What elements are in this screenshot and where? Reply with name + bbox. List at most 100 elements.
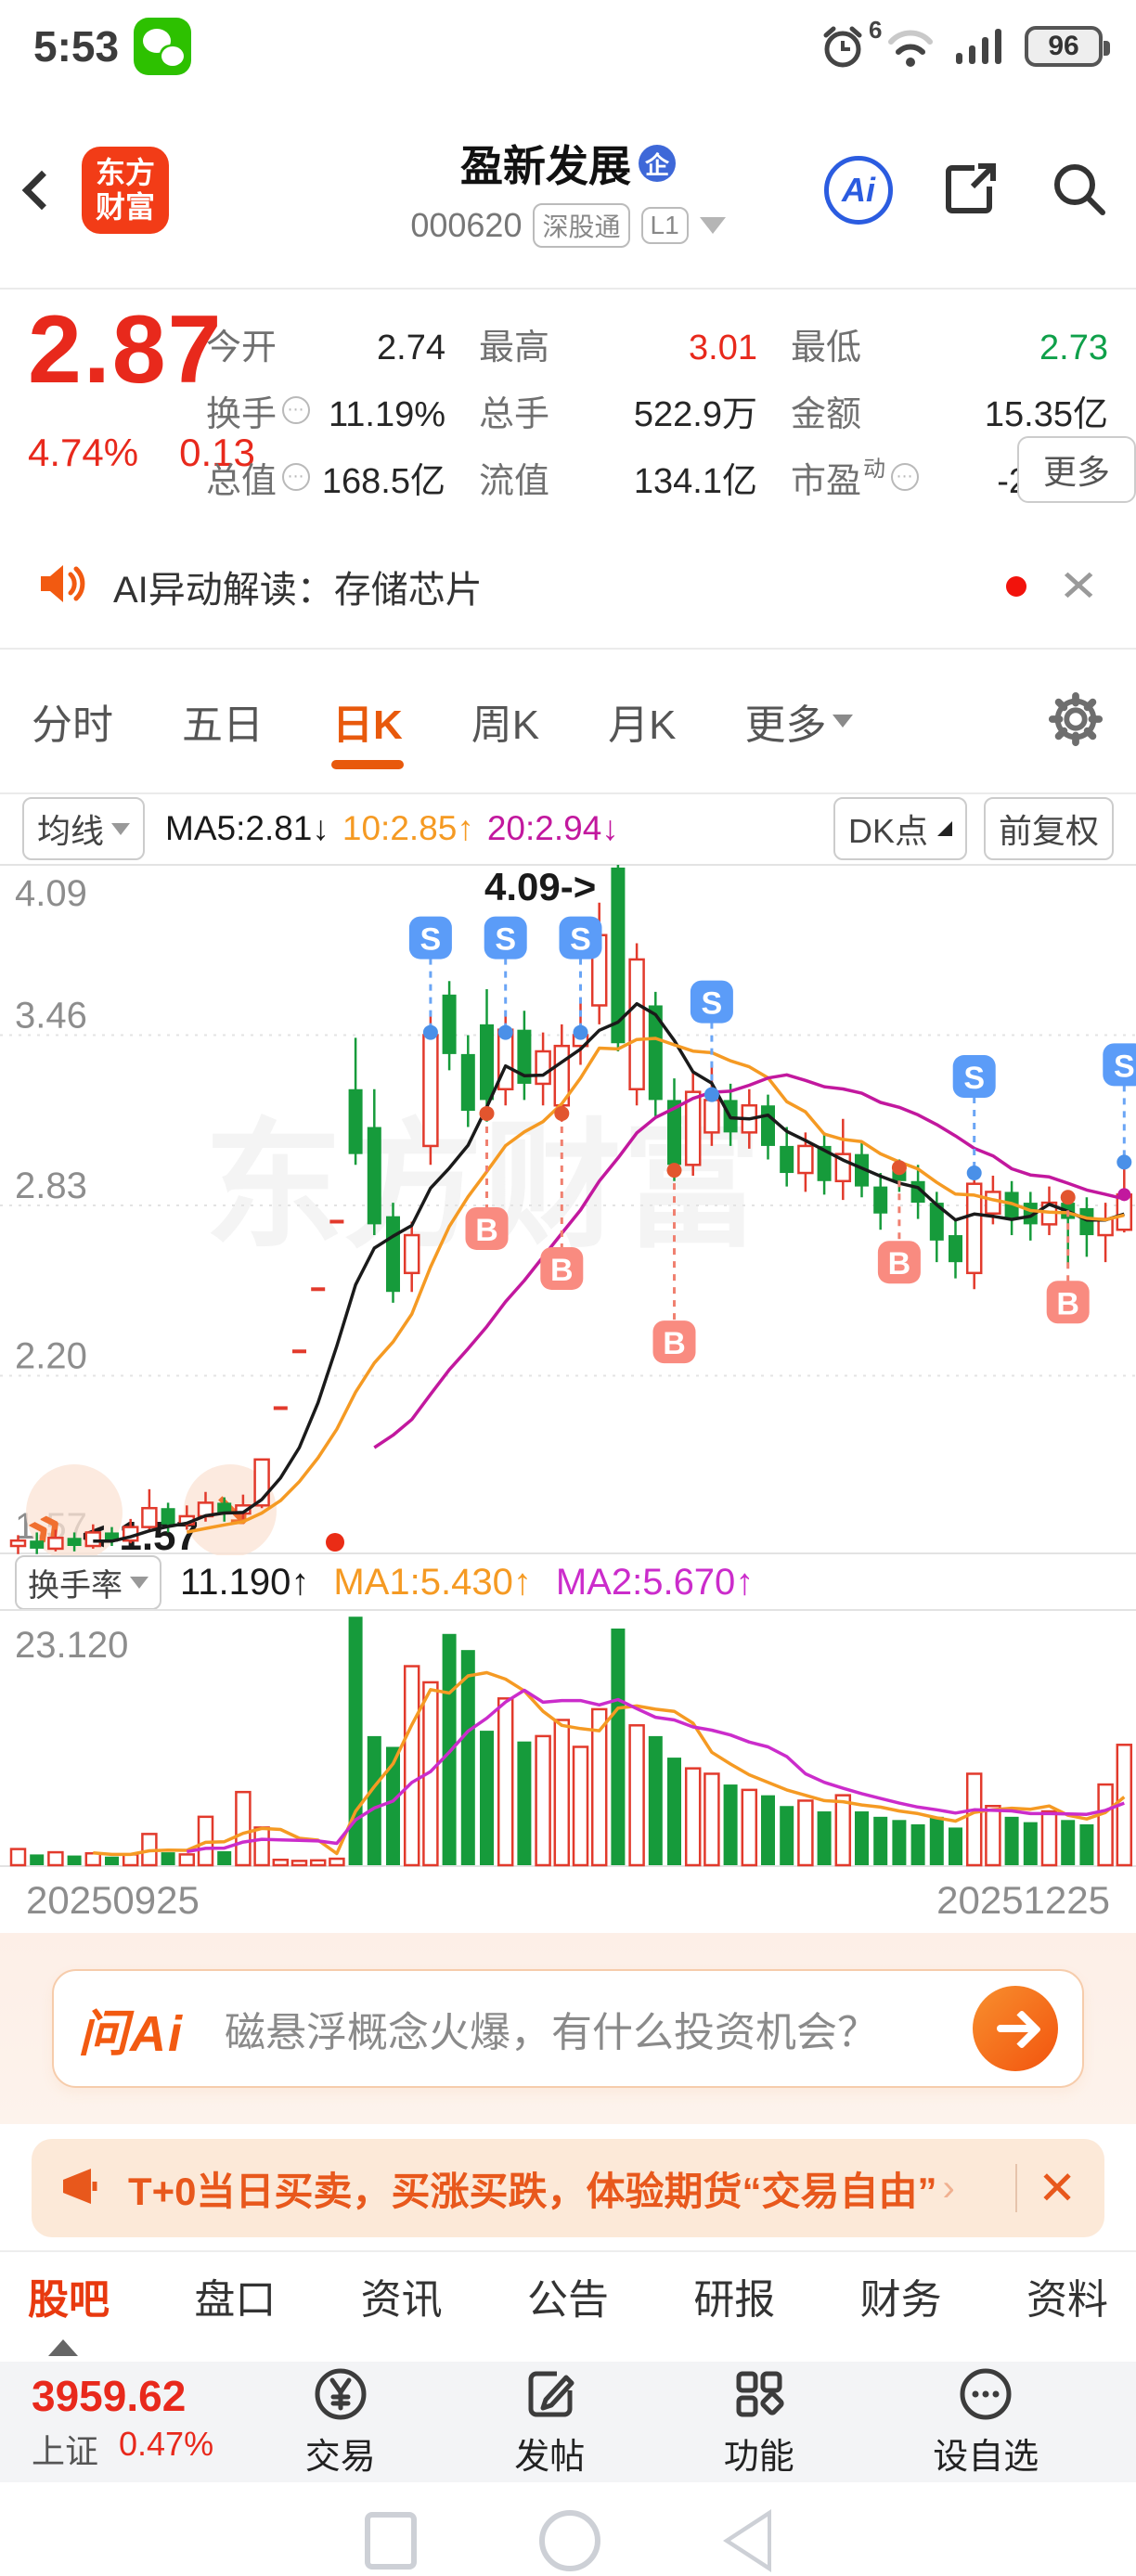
svg-text:S: S <box>495 922 516 958</box>
ask-ai-card[interactable]: 问Ai 磁悬浮概念火爆，有什么投资机会？ <box>52 1969 1084 2088</box>
stat-最低: 最低 2.73 <box>791 328 1108 367</box>
stat-金额: 金额 15.35亿 <box>791 394 1108 434</box>
svg-text:S: S <box>963 1061 985 1096</box>
svg-text:2.20: 2.20 <box>15 1336 87 1377</box>
close-icon[interactable]: ✕ <box>1058 561 1099 611</box>
chevron-down-icon[interactable] <box>699 217 726 234</box>
enterprise-badge: 企 <box>639 145 676 182</box>
header: 东方 财富 盈新发展 企 000620 深股通 L1 Ai <box>0 93 1136 290</box>
tab-周K[interactable]: 周K <box>471 702 540 748</box>
index-percent: 0.47% <box>119 2425 214 2463</box>
index-value: 3959.62 <box>32 2372 187 2420</box>
svg-text:4.09->: 4.09-> <box>484 865 596 908</box>
features-button[interactable]: 功能 <box>724 2366 794 2479</box>
promo-banner[interactable]: T+0当日买卖，买涨买跌，体验期货“交易自由” › ✕ <box>32 2139 1104 2237</box>
ai-insight-text: AI异动解读：存储芯片 <box>113 569 483 611</box>
last-price: 2.87 <box>28 296 224 404</box>
svg-text:23.120: 23.120 <box>15 1625 128 1666</box>
vol-ma1-value: MA1:5.430↑ <box>333 1561 532 1603</box>
volume-indicator-bar: 换手率 11.190↑ MA1:5.430↑ MA2:5.670↑ <box>0 1554 1136 1610</box>
info-icon: ⋯ <box>282 463 311 491</box>
ai-insight-bar[interactable]: AI异动解读：存储芯片 ✕ <box>0 524 1136 650</box>
index-expand-arrow[interactable] <box>48 2339 78 2356</box>
speaker-icon <box>37 560 89 612</box>
date-start: 20250925 <box>26 1878 200 1922</box>
price-panel: 2.87 4.74% 0.13 今开 2.74 最高 3.01 最低 2.73 换手 ⋯ 11.1… <box>0 290 1136 524</box>
alarm-icon <box>819 22 867 71</box>
stat-今开: 今开 2.74 <box>206 328 445 367</box>
signal-icon <box>954 25 1008 68</box>
tab-月K[interactable]: 月K <box>608 702 677 748</box>
home-icon[interactable] <box>539 2510 600 2571</box>
post-button[interactable]: 发帖 <box>514 2366 585 2479</box>
section-tab-资料[interactable]: 资料 <box>1026 2277 1108 2323</box>
chevron-right-icon: › <box>942 2167 955 2209</box>
back-nav-icon[interactable] <box>723 2509 771 2572</box>
add-watchlist-button[interactable]: 设自选 <box>933 2366 1039 2479</box>
stat-总值: 总值 ⋯ 168.5亿 <box>206 461 445 501</box>
ma10-value: 10:2.85↑ <box>342 809 474 847</box>
ma20-value: 20:2.94↓ <box>486 809 619 847</box>
tab-分时[interactable]: 分时 <box>32 702 113 748</box>
section-tab-盘口[interactable]: 盘口 <box>194 2277 277 2323</box>
tab-五日[interactable]: 五日 <box>182 702 264 748</box>
adjust-mode-button[interactable]: 前复权 <box>983 797 1114 860</box>
recents-icon[interactable] <box>365 2512 417 2570</box>
gear-icon[interactable] <box>1047 690 1104 753</box>
volume-chart[interactable]: 23.120 <box>0 1609 1136 1868</box>
section-tab-财务[interactable]: 财务 <box>859 2277 942 2323</box>
chart-period-tabs: 分时 五日 日K 周K 月K 更多 <box>0 650 1136 794</box>
ask-ai-logo: 问Ai <box>78 2005 184 2062</box>
svg-text:S: S <box>702 986 723 1022</box>
watchlist-icon <box>960 2368 1012 2419</box>
app-logo[interactable]: 东方 财富 <box>82 147 169 234</box>
notification-dot <box>1006 575 1027 597</box>
tab-日K[interactable]: 日K <box>332 667 403 775</box>
wifi-icon: 6 <box>869 16 937 68</box>
search-icon[interactable] <box>1049 159 1108 223</box>
index-widget[interactable]: 3959.62 上证 0.47% <box>32 2371 236 2473</box>
section-tab-资讯[interactable]: 资讯 <box>360 2277 443 2323</box>
svg-text:B: B <box>550 1253 574 1288</box>
promo-text: T+0当日买卖，买涨买跌，体验期货“交易自由” <box>128 2169 937 2213</box>
section-tab-公告[interactable]: 公告 <box>526 2277 609 2323</box>
wechat-icon <box>134 18 192 75</box>
info-icon: ⋯ <box>282 396 311 424</box>
svg-text:3.46: 3.46 <box>15 996 87 1037</box>
section-tab-股吧[interactable]: 股吧 <box>28 2277 110 2323</box>
candlestick-chart[interactable]: 东方财富4.093.462.832.201.57»↘<-1.574.09->SS… <box>0 863 1136 1555</box>
promo-close-icon[interactable]: ✕ <box>1038 2162 1077 2214</box>
more-stats-button[interactable]: 更多 <box>1016 436 1136 503</box>
svg-text:B: B <box>888 1246 911 1282</box>
date-axis: 20250925 20251225 <box>0 1868 1136 1933</box>
svg-text:S: S <box>1114 1049 1135 1084</box>
ma5-value: MA5:2.81↓ <box>165 809 329 847</box>
battery-icon: 96 <box>1025 26 1110 67</box>
back-button[interactable] <box>21 170 62 211</box>
turnover-value: 11.190↑ <box>180 1561 310 1603</box>
info-icon: ⋯ <box>891 463 920 491</box>
share-icon[interactable] <box>941 159 1000 223</box>
date-end: 20251225 <box>936 1878 1110 1922</box>
trade-button[interactable]: 交易 <box>305 2366 376 2479</box>
index-name: 上证 <box>32 2432 99 2470</box>
dk-point-button[interactable]: DK点 <box>833 797 967 860</box>
svg-text:B: B <box>1056 1286 1079 1321</box>
ai-assistant-button[interactable]: Ai <box>824 156 893 225</box>
tab-more[interactable]: 更多 <box>745 691 853 751</box>
stat-总手: 总手 522.9万 <box>479 394 757 434</box>
svg-text:S: S <box>420 922 442 958</box>
svg-text:4.09: 4.09 <box>15 873 87 914</box>
stat-流值: 流值 134.1亿 <box>479 461 757 501</box>
svg-text:B: B <box>663 1326 686 1361</box>
indicator-selector-button[interactable]: 换手率 <box>15 1554 161 1610</box>
vol-ma2-value: MA2:5.670↑ <box>555 1561 755 1603</box>
ma-selector-button[interactable]: 均线 <box>22 797 146 860</box>
svg-text:B: B <box>475 1213 498 1248</box>
ask-ai-submit-button[interactable] <box>973 1986 1058 2071</box>
section-tabs: 股吧 盘口 资讯 公告 研报 财务 资料 <box>0 2250 1136 2339</box>
ma-bar: 均线 MA5:2.81↓ 10:2.85↑ 20:2.94↓ DK点 前复权 <box>0 794 1136 863</box>
tag-shengutong: 深股通 <box>533 203 630 248</box>
section-tab-研报[interactable]: 研报 <box>693 2277 776 2323</box>
stat-换手: 换手 ⋯ 11.19% <box>206 394 445 434</box>
